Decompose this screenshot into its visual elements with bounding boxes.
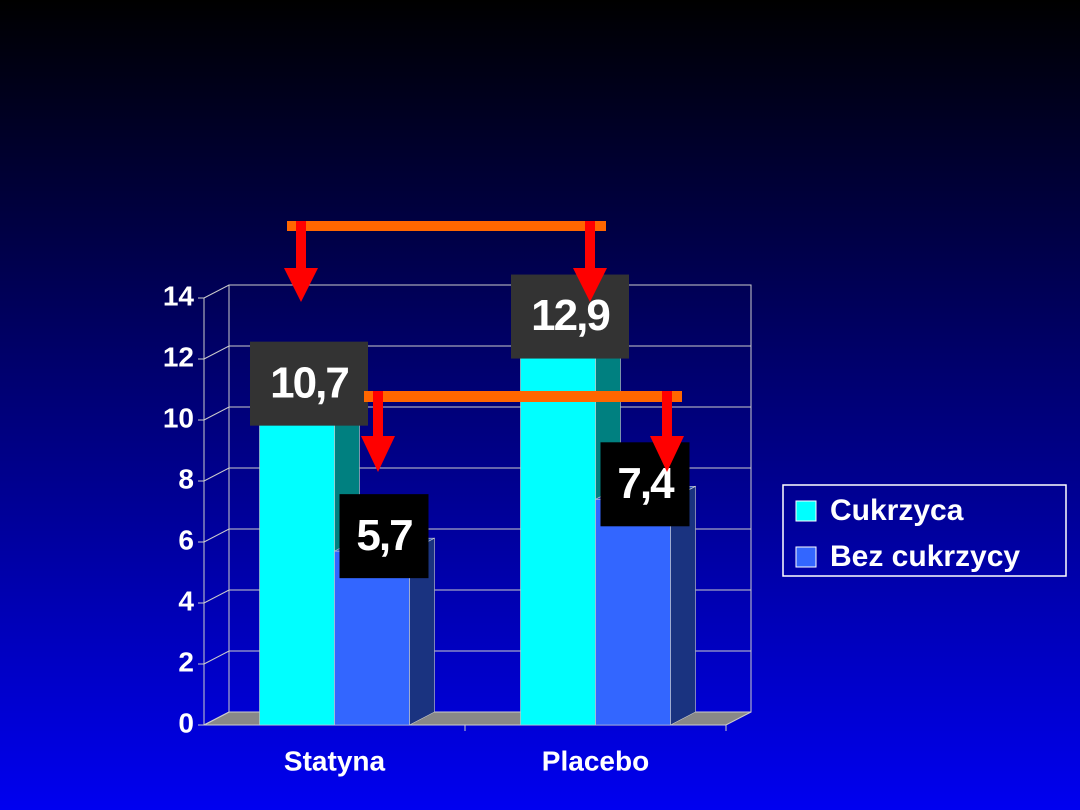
arrow-shaft (296, 221, 306, 271)
bar (334, 550, 410, 726)
annotation-arrows (284, 221, 684, 472)
arrow-shaft (585, 221, 595, 271)
value-label-box (339, 494, 429, 579)
arrow-shaft (373, 391, 383, 439)
bar (595, 498, 671, 726)
arrow-head (573, 268, 607, 302)
value-label: 10,7 (270, 358, 348, 407)
legend-swatch (795, 500, 817, 522)
bracket (364, 391, 682, 402)
bar (259, 398, 335, 726)
x-tick-label: Placebo (542, 745, 649, 776)
legend-box (782, 484, 1067, 577)
value-label: 5,7 (356, 511, 412, 560)
y-tick-label: 14 (163, 280, 195, 311)
legend-swatch (795, 546, 817, 568)
value-label-box (250, 341, 368, 426)
x-tick-label: Statyna (284, 745, 386, 776)
y-tick-label: 0 (178, 707, 194, 738)
legend-label: Bez cukrzycy (830, 540, 1020, 573)
y-tick-label: 4 (178, 585, 194, 616)
value-label: 12,9 (531, 291, 609, 340)
y-tick-label: 2 (178, 646, 194, 677)
legend-label: Cukrzyca (830, 494, 964, 527)
y-tick-label: 6 (178, 524, 194, 555)
y-tick-label: 8 (178, 463, 194, 494)
arrow-head (361, 436, 395, 472)
arrow-head (650, 436, 684, 472)
y-tick-label: 10 (163, 402, 194, 433)
bracket (287, 221, 606, 231)
arrow-shaft (662, 391, 672, 439)
bar (520, 331, 596, 726)
arrow-head (284, 268, 318, 302)
value-label-box (511, 274, 629, 359)
y-tick-label: 12 (163, 341, 194, 372)
value-label-box (600, 442, 690, 527)
